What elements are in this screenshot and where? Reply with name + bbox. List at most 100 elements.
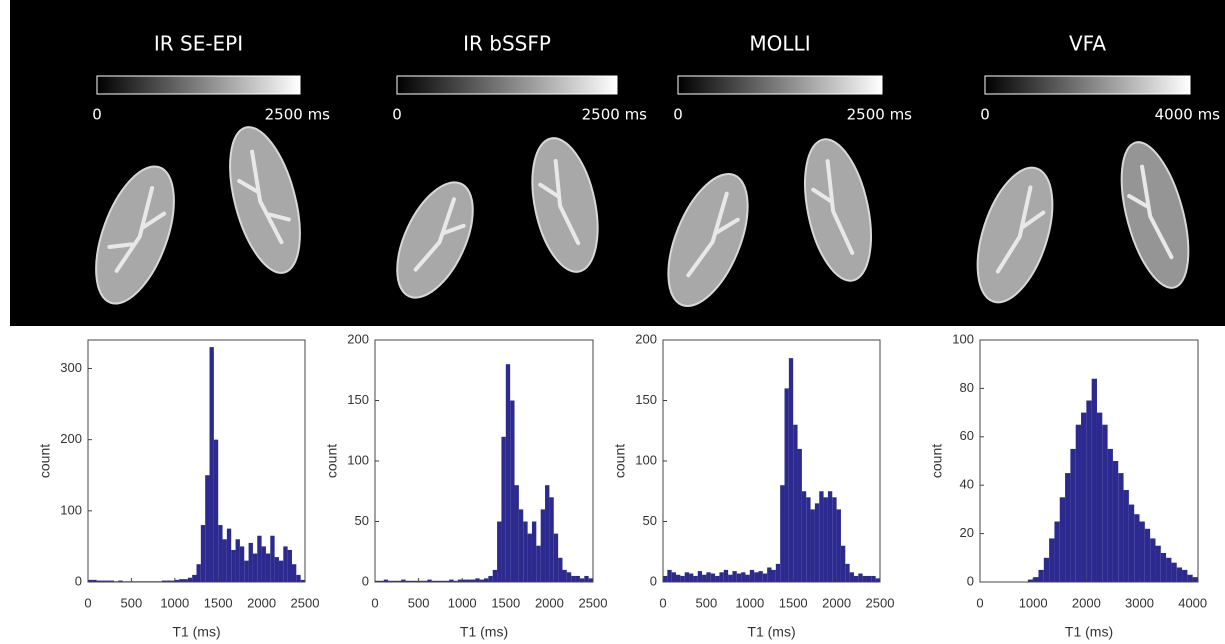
histogram-bar	[1139, 521, 1145, 582]
histogram-bar	[414, 580, 419, 582]
histogram-bar	[1160, 552, 1167, 582]
histogram-bar	[1086, 400, 1092, 582]
colorbar-tick-label: 2500 ms	[847, 106, 913, 124]
histogram-bar	[105, 580, 110, 582]
histogram-bar	[222, 539, 227, 582]
histogram-bar	[827, 491, 833, 582]
histogram-bar	[405, 580, 410, 582]
plot-frame	[979, 339, 1199, 583]
histogram-bar	[562, 569, 567, 582]
histogram-bar	[1033, 577, 1039, 582]
histogram-bar	[832, 497, 837, 582]
histogram-bar	[392, 580, 397, 582]
histogram-bar	[1150, 538, 1156, 582]
histogram-bar	[762, 573, 768, 582]
histogram-bar	[379, 580, 384, 582]
histogram-bar	[1187, 574, 1193, 582]
colorbar	[96, 75, 301, 95]
histogram-bar	[1065, 473, 1071, 582]
histogram-bar	[1171, 562, 1177, 582]
y-tick-label: 80	[960, 380, 974, 395]
panel-title: MOLLI	[749, 32, 810, 56]
y-tick-label: 0	[967, 573, 974, 588]
histogram-bar	[278, 560, 284, 582]
histogram-bar	[689, 573, 694, 582]
y-tick-label: 100	[60, 502, 82, 517]
x-tick-label: 500	[696, 595, 718, 610]
histogram-bar	[1091, 378, 1097, 582]
x-tick-label: 0	[371, 595, 378, 610]
histogram-bar	[801, 491, 807, 582]
histogram-bar	[497, 521, 502, 582]
histogram-bar	[527, 533, 532, 582]
x-tick-label: 1000	[448, 595, 477, 610]
histogram-bar	[457, 579, 463, 582]
panel-title: IR bSSFP	[463, 32, 551, 56]
histogram-bar	[161, 580, 167, 582]
histogram-bar	[745, 574, 750, 582]
y-tick-label: 50	[643, 513, 657, 528]
histogram-bar	[819, 491, 824, 582]
histogram-bar	[797, 448, 802, 582]
x-tick-label: 2000	[247, 595, 276, 610]
histogram-bar	[475, 578, 480, 582]
histogram-bar	[575, 575, 580, 582]
histogram-bar	[218, 525, 223, 582]
histogram-bar	[213, 439, 219, 582]
histogram-bar	[270, 535, 275, 582]
x-tick-label: 500	[121, 595, 143, 610]
histogram-bar	[814, 503, 820, 582]
y-axis-label: count	[37, 444, 53, 478]
histogram-bar	[257, 535, 262, 582]
x-tick-label: 1500	[491, 595, 520, 610]
histogram-bar	[427, 579, 432, 582]
y-tick-label: 150	[635, 392, 657, 407]
histogram-bar	[1102, 424, 1108, 582]
y-axis-label: count	[324, 444, 340, 478]
histogram-bar	[771, 569, 776, 582]
histogram-bar	[536, 545, 541, 582]
colorbar-tick-label: 2500 ms	[265, 106, 331, 124]
panel-title: VFA	[1069, 32, 1106, 56]
colorbar-tick-label: 0	[673, 106, 683, 124]
histogram-bar	[244, 560, 249, 582]
histogram-bar	[283, 546, 288, 582]
histogram-bar	[196, 564, 201, 582]
histogram-bar	[462, 579, 467, 582]
histogram-bar	[1107, 448, 1113, 582]
x-tick-label: 2500	[579, 595, 608, 610]
histogram-bar	[667, 569, 672, 582]
histogram-bar	[788, 358, 794, 582]
histogram-bar	[866, 575, 872, 582]
panel-title: IR SE-EPI	[154, 32, 243, 56]
histogram-bar	[505, 364, 511, 582]
y-tick-label: 300	[60, 360, 82, 375]
histogram-bar	[252, 553, 258, 582]
histogram-bar	[492, 569, 498, 582]
histogram-bar	[291, 564, 297, 582]
histogram-bar	[449, 579, 454, 582]
histogram-bar	[209, 347, 214, 582]
plot-frame	[374, 339, 594, 583]
histogram-bar	[736, 573, 742, 582]
y-tick-label: 100	[347, 452, 369, 467]
histogram-bar	[166, 580, 171, 582]
histogram-bar	[710, 573, 716, 582]
histogram-bar	[523, 521, 528, 582]
histogram-bar	[1054, 521, 1060, 582]
histogram-bar	[88, 579, 93, 582]
x-axis-label: T1 (ms)	[1065, 624, 1113, 640]
histogram-bar	[300, 579, 305, 582]
histogram-bar	[571, 575, 576, 582]
histogram-bar	[862, 575, 867, 582]
y-tick-label: 0	[75, 573, 82, 588]
x-tick-label: 1500	[204, 595, 233, 610]
x-tick-label: 2500	[866, 595, 895, 610]
histogram-bar	[296, 574, 301, 582]
histogram-bar	[1075, 424, 1082, 582]
histogram-bar	[845, 563, 850, 582]
histogram-bar	[510, 400, 515, 582]
colorbar-tick-label: 0	[980, 106, 990, 124]
histogram-bar	[466, 579, 471, 582]
